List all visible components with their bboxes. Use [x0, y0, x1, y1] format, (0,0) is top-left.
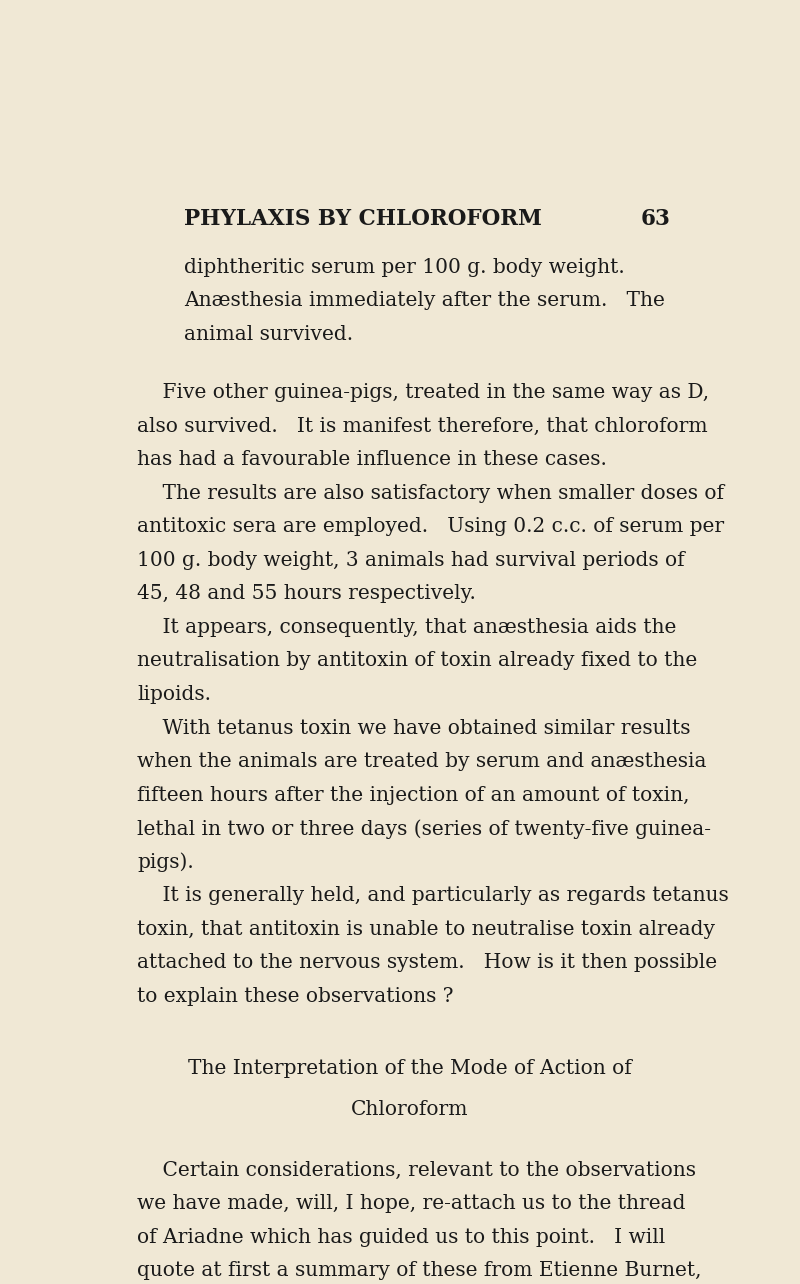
- Text: we have made, will, I hope, re-attach us to the thread: we have made, will, I hope, re-attach us…: [138, 1194, 686, 1213]
- Text: of Ariadne which has guided us to this point.   I will: of Ariadne which has guided us to this p…: [138, 1228, 666, 1247]
- Text: With tetanus toxin we have obtained similar results: With tetanus toxin we have obtained simi…: [138, 719, 690, 737]
- Text: pigs).: pigs).: [138, 853, 194, 872]
- Text: PHYLAXIS BY CHLOROFORM: PHYLAXIS BY CHLOROFORM: [184, 208, 542, 230]
- Text: animal survived.: animal survived.: [184, 325, 353, 344]
- Text: to explain these observations ?: to explain these observations ?: [138, 987, 454, 1005]
- Text: neutralisation by antitoxin of toxin already fixed to the: neutralisation by antitoxin of toxin alr…: [138, 651, 698, 670]
- Text: 45, 48 and 55 hours respectively.: 45, 48 and 55 hours respectively.: [138, 584, 476, 603]
- Text: has had a favourable influence in these cases.: has had a favourable influence in these …: [138, 451, 607, 469]
- Text: It appears, consequently, that anæsthesia aids the: It appears, consequently, that anæsthesi…: [138, 618, 677, 637]
- Text: quote at first a summary of these from Etienne Burnet,: quote at first a summary of these from E…: [138, 1261, 702, 1280]
- Text: Anæsthesia immediately after the serum.   The: Anæsthesia immediately after the serum. …: [184, 291, 665, 311]
- Text: toxin, that antitoxin is unable to neutralise toxin already: toxin, that antitoxin is unable to neutr…: [138, 919, 715, 939]
- Text: antitoxic sera are employed.   Using 0.2 c.c. of serum per: antitoxic sera are employed. Using 0.2 c…: [138, 517, 724, 537]
- Text: 63: 63: [641, 208, 670, 230]
- Text: lethal in two or three days (series of twenty-five guinea-: lethal in two or three days (series of t…: [138, 819, 711, 838]
- Text: It is generally held, and particularly as regards tetanus: It is generally held, and particularly a…: [138, 886, 729, 905]
- Text: The Interpretation of the Mode of Action of: The Interpretation of the Mode of Action…: [188, 1059, 632, 1077]
- Text: diphtheritic serum per 100 g. body weight.: diphtheritic serum per 100 g. body weigh…: [184, 258, 625, 277]
- Text: lipoids.: lipoids.: [138, 684, 211, 704]
- Text: also survived.   It is manifest therefore, that chloroform: also survived. It is manifest therefore,…: [138, 417, 708, 435]
- Text: when the animals are treated by serum and anæsthesia: when the animals are treated by serum an…: [138, 752, 706, 772]
- Text: 100 g. body weight, 3 animals had survival periods of: 100 g. body weight, 3 animals had surviv…: [138, 551, 685, 570]
- Text: Five other guinea-pigs, treated in the same way as D,: Five other guinea-pigs, treated in the s…: [138, 383, 710, 402]
- Text: fifteen hours after the injection of an amount of toxin,: fifteen hours after the injection of an …: [138, 786, 690, 805]
- Text: attached to the nervous system.   How is it then possible: attached to the nervous system. How is i…: [138, 953, 718, 972]
- Text: The results are also satisfactory when smaller doses of: The results are also satisfactory when s…: [138, 484, 724, 503]
- Text: Chloroform: Chloroform: [351, 1100, 469, 1120]
- Text: Certain considerations, relevant to the observations: Certain considerations, relevant to the …: [138, 1161, 696, 1180]
